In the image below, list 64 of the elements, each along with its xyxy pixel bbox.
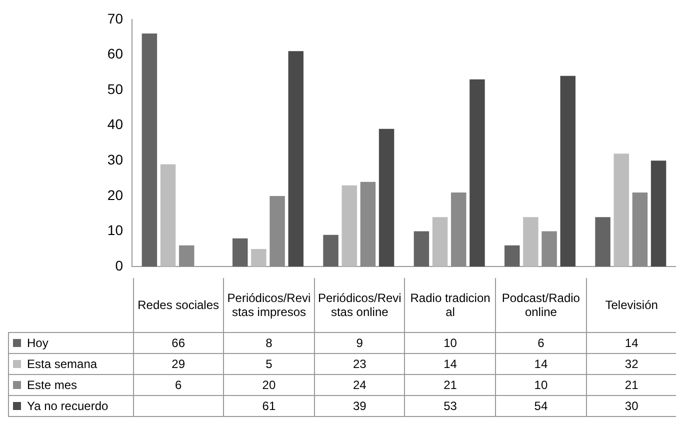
bar xyxy=(323,234,338,267)
x-tick-label: Redes sociales xyxy=(133,278,224,332)
bar xyxy=(232,238,248,267)
x-tick-label: Televisión xyxy=(586,278,677,332)
data-label: 66 xyxy=(133,332,224,353)
data-label: 21 xyxy=(586,374,677,395)
data-label: 10 xyxy=(404,332,496,353)
data-label: 23 xyxy=(314,353,405,374)
bar xyxy=(470,79,485,267)
y-tick-label: 0 xyxy=(115,257,124,274)
data-label: 6 xyxy=(133,374,224,395)
data-label: 53 xyxy=(404,395,496,416)
bar xyxy=(432,217,448,267)
bar xyxy=(523,217,538,267)
y-tick-label: 30 xyxy=(107,152,124,168)
data-label: 20 xyxy=(224,374,314,395)
data-label: 6 xyxy=(496,332,586,353)
bar xyxy=(160,164,176,267)
bar xyxy=(179,245,194,267)
bar xyxy=(650,160,666,267)
data-label: 32 xyxy=(586,353,677,374)
data-label: 14 xyxy=(586,332,677,353)
bar xyxy=(504,245,520,267)
data-label: 30 xyxy=(586,395,677,416)
legend-label: Esta semana xyxy=(8,353,133,374)
bar xyxy=(542,231,557,267)
y-tick-label: 50 xyxy=(107,80,124,97)
y-tick-label: 20 xyxy=(107,186,124,203)
bar xyxy=(342,185,357,267)
bar xyxy=(142,34,158,267)
data-label: 54 xyxy=(496,395,586,416)
legend-label: Hoy xyxy=(8,332,133,353)
data-label: 5 xyxy=(224,353,314,374)
legend-label: Este mes xyxy=(8,374,133,395)
bar xyxy=(632,192,648,267)
x-tick-label: Periódicos/Revistas online xyxy=(314,278,405,332)
bar xyxy=(251,248,266,267)
bar xyxy=(360,182,376,267)
x-tick-label: Radio tradicional xyxy=(404,278,496,332)
x-tick-label: Periódicos/Revistas impresos xyxy=(224,278,314,332)
bar xyxy=(270,196,285,267)
y-tick-label: 60 xyxy=(107,46,124,62)
y-tick-label: 40 xyxy=(107,116,124,132)
bar xyxy=(378,128,394,267)
data-label: 29 xyxy=(133,353,224,374)
bar xyxy=(560,76,576,267)
data-label: 21 xyxy=(404,374,496,395)
data-label: 8 xyxy=(224,332,314,353)
data-label: 10 xyxy=(496,374,586,395)
data-label: 14 xyxy=(404,353,496,374)
bar xyxy=(288,51,304,267)
bar xyxy=(451,192,466,267)
data-label: 14 xyxy=(496,353,586,374)
bar xyxy=(595,217,610,267)
data-label: 61 xyxy=(224,395,314,416)
x-tick-label: Podcast/Radio online xyxy=(496,278,586,332)
legend-label: Ya no recuerdo xyxy=(8,395,133,416)
data-label: 39 xyxy=(314,395,405,416)
data-label: 24 xyxy=(314,374,405,395)
data-label: 9 xyxy=(314,332,405,353)
y-tick-label: 10 xyxy=(107,222,124,238)
bar xyxy=(414,231,430,267)
bar xyxy=(614,154,629,267)
y-tick-label: 70 xyxy=(107,10,124,26)
